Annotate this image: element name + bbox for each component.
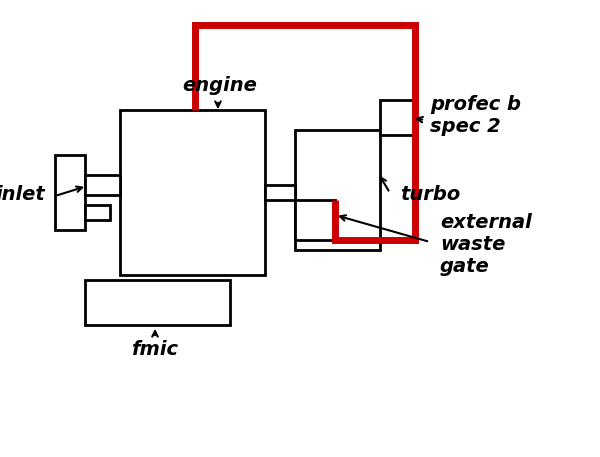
Bar — [380, 100, 415, 135]
Text: turbo: turbo — [400, 186, 460, 204]
Text: fmic: fmic — [131, 340, 179, 359]
Text: engine: engine — [182, 76, 257, 95]
Bar — [85, 280, 230, 325]
Bar — [265, 185, 295, 200]
Bar — [295, 130, 380, 250]
Text: external
waste
gate: external waste gate — [440, 213, 532, 276]
Text: inlet: inlet — [0, 186, 45, 204]
Bar — [85, 175, 120, 195]
Bar — [295, 200, 335, 240]
Bar — [55, 155, 85, 230]
Bar — [120, 110, 265, 275]
Bar — [85, 205, 110, 220]
Text: profec b
spec 2: profec b spec 2 — [430, 95, 521, 135]
